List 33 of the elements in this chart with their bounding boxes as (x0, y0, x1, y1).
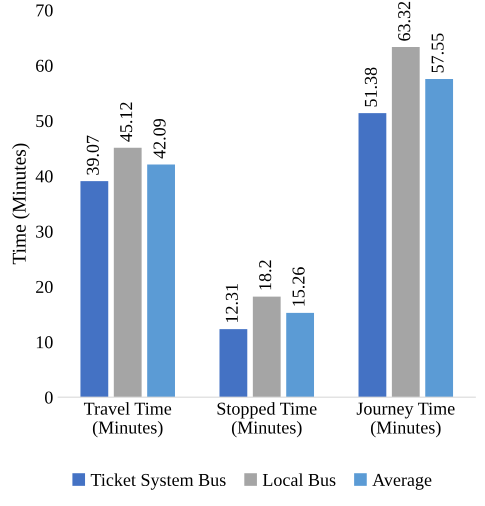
data-label: 51.38 (364, 68, 378, 106)
legend-label: Local Bus (262, 473, 336, 486)
data-label: 45.12 (120, 102, 132, 142)
bar (80, 181, 108, 398)
legend-label: Average (372, 474, 432, 490)
x-tick-label: Travel Time (Minutes) (84, 402, 172, 438)
data-label: 57.55 (432, 33, 444, 72)
x-tick-label: Stopped Time (Minutes) (218, 402, 317, 438)
bar (252, 296, 281, 398)
bar (425, 78, 454, 398)
y-tick-label: 40 (36, 170, 53, 182)
y-tick-label: 10 (36, 336, 53, 348)
y-axis-title: Time (Minutes) (12, 144, 30, 264)
data-label: 15.26 (292, 267, 305, 306)
y-tick-label: 20 (36, 280, 53, 294)
data-label: 42.09 (153, 119, 166, 159)
bar (392, 47, 420, 398)
y-tick-label: 30 (36, 226, 53, 238)
data-label: 18.2 (259, 260, 272, 290)
y-tick-label: 50 (36, 114, 53, 128)
bar (286, 312, 314, 398)
bar (147, 164, 175, 398)
data-label: 63.32 (398, 2, 410, 41)
legend-label: Ticket System Bus (90, 473, 226, 490)
data-label: 39.07 (86, 135, 99, 175)
bar (358, 113, 386, 398)
y-tick-label: 70 (36, 4, 53, 17)
bar (219, 329, 248, 398)
data-label: 12.31 (226, 284, 238, 322)
bar (114, 148, 142, 398)
y-tick-label: 0 (45, 391, 53, 404)
x-tick-label: Journey Time (Minutes) (356, 402, 455, 438)
y-tick-label: 60 (36, 60, 53, 72)
